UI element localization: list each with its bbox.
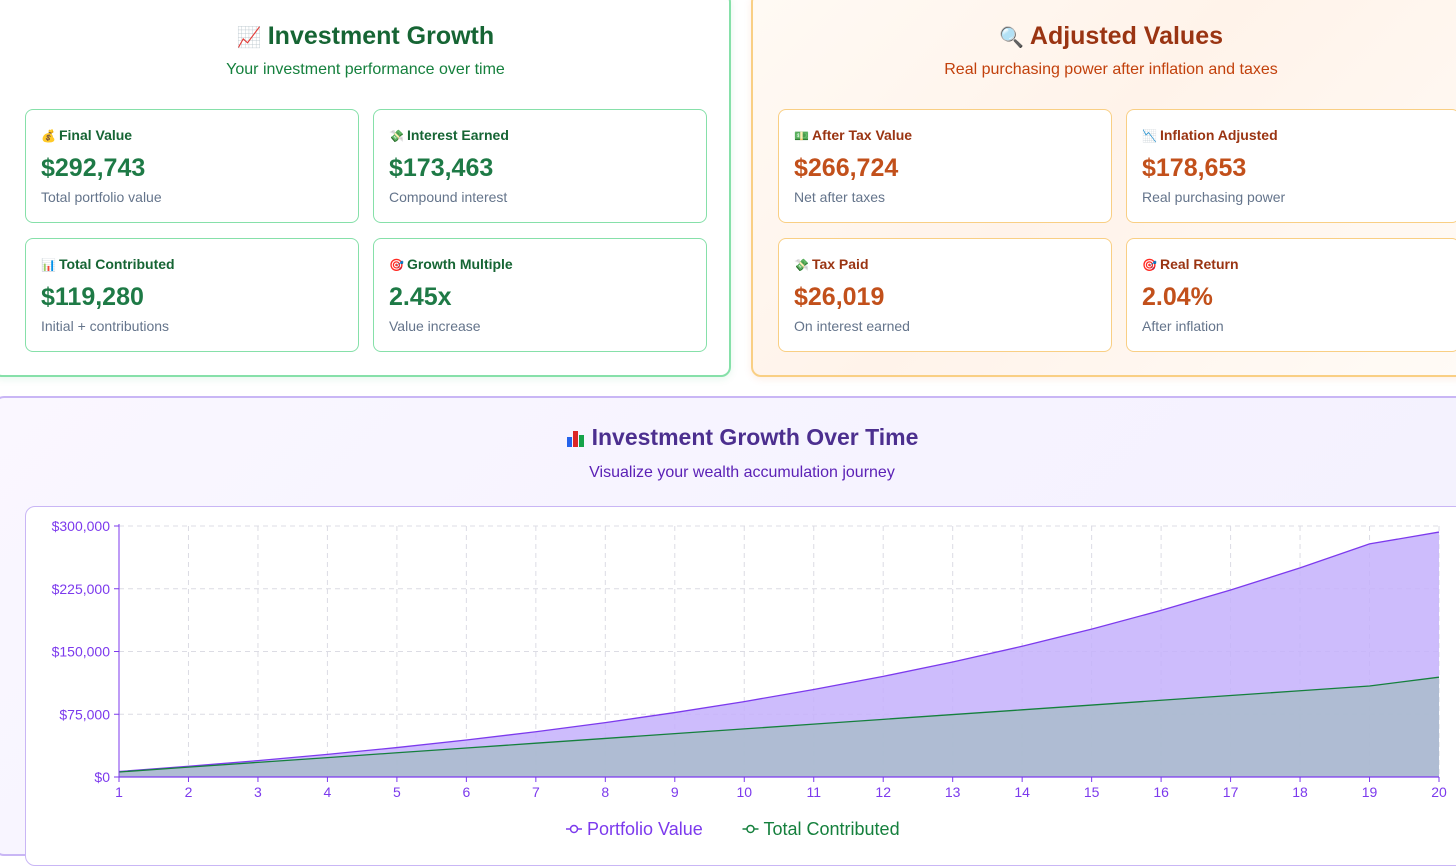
y-tick-label: $300,000 bbox=[52, 518, 111, 534]
target-icon: 🎯 bbox=[389, 258, 404, 272]
card-value: $26,019 bbox=[794, 283, 885, 311]
bar-chart-icon: 📊 bbox=[41, 258, 56, 272]
card-value: $292,743 bbox=[41, 154, 146, 182]
card-label: Final Value bbox=[58, 127, 133, 143]
x-tick-label: 2 bbox=[185, 784, 193, 800]
investment-growth-panel: 📈 Investment Growth Your investment perfo… bbox=[0, 0, 731, 377]
chart-container: $0 $75,000 $150,000 $225,000 $300,000 1 2 3 4 5 6 7… bbox=[25, 506, 1456, 866]
x-tick-label: 5 bbox=[393, 784, 401, 800]
investment-growth-title: 📈 Investment Growth bbox=[236, 22, 495, 50]
inflation-adjusted-card: 📉 Inflation Adjusted $178,653 Real purcha… bbox=[1126, 109, 1456, 223]
x-tick-label: 18 bbox=[1292, 784, 1308, 800]
card-value: $266,724 bbox=[794, 154, 899, 182]
card-desc: Initial + contributions bbox=[41, 318, 170, 334]
card-value: $119,280 bbox=[41, 283, 144, 311]
x-tick-label: 14 bbox=[1014, 784, 1030, 800]
x-tick-label: 16 bbox=[1153, 784, 1169, 800]
x-tick-label: 17 bbox=[1223, 784, 1239, 800]
growth-chart-panel: Investment Growth Over Time Visualize yo… bbox=[0, 396, 1456, 866]
card-label: Real Return bbox=[1159, 256, 1239, 272]
y-tick-label: $75,000 bbox=[59, 706, 110, 722]
card-label: Interest Earned bbox=[406, 127, 509, 143]
after-tax-value-card: 💵 After Tax Value $266,724 Net after taxe… bbox=[778, 109, 1112, 223]
x-tick-label: 15 bbox=[1084, 784, 1100, 800]
interest-earned-card: 💸 Interest Earned $173,463 Compound inter… bbox=[373, 109, 707, 223]
x-tick-label: 11 bbox=[806, 784, 821, 800]
y-tick-label: $225,000 bbox=[52, 581, 111, 597]
card-desc: After inflation bbox=[1142, 318, 1224, 334]
growth-multiple-card: 🎯 Growth Multiple 2.45x Value increase bbox=[373, 238, 707, 352]
x-tick-label: 10 bbox=[736, 784, 752, 800]
x-tick-label: 8 bbox=[601, 784, 609, 800]
target-icon: 🎯 bbox=[1142, 258, 1157, 272]
x-tick-label: 1 bbox=[115, 784, 123, 800]
portfolio-value-line bbox=[118, 531, 1440, 773]
legend-marker bbox=[569, 824, 579, 834]
money-bag-icon: 💰 bbox=[41, 129, 56, 143]
adjusted-values-title: 🔍 Adjusted Values bbox=[998, 22, 1224, 50]
adjusted-values-panel: 🔍 Adjusted Values Real purchasing power a… bbox=[751, 0, 1456, 377]
card-label: Total Contributed bbox=[58, 256, 175, 272]
card-desc: Real purchasing power bbox=[1142, 189, 1286, 205]
money-wings-icon: 💸 bbox=[389, 129, 404, 143]
card-desc: Net after taxes bbox=[794, 189, 886, 205]
dollar-banknote-icon: 💵 bbox=[794, 129, 809, 143]
bar-chart-icon bbox=[566, 429, 586, 447]
x-tick-label: 3 bbox=[254, 784, 262, 800]
x-tick-label: 7 bbox=[532, 784, 540, 800]
real-return-card: 🎯 Real Return 2.04% After inflation bbox=[1126, 238, 1456, 352]
y-tick-label: $0 bbox=[94, 769, 110, 785]
card-label: Inflation Adjusted bbox=[1159, 127, 1278, 143]
tax-paid-card: 💸 Tax Paid $26,019 On interest earned bbox=[778, 238, 1112, 352]
x-tick-label: 12 bbox=[875, 784, 891, 800]
legend-label: Portfolio Value bbox=[587, 819, 703, 839]
x-tick-label: 20 bbox=[1431, 784, 1447, 800]
card-value: $173,463 bbox=[389, 154, 494, 182]
chart-section-title: Investment Growth Over Time bbox=[0, 424, 1456, 451]
card-desc: Total portfolio value bbox=[41, 189, 162, 205]
adjusted-values-subtitle: Real purchasing power after inflation an… bbox=[944, 61, 1278, 78]
legend-label: Total Contributed bbox=[764, 819, 900, 839]
card-desc: Value increase bbox=[389, 318, 481, 334]
y-tick-label: $150,000 bbox=[52, 644, 111, 660]
card-label: Tax Paid bbox=[811, 256, 869, 272]
x-tick-label: 13 bbox=[945, 784, 961, 800]
x-tick-label: 9 bbox=[671, 784, 679, 800]
chart-section-subtitle: Visualize your wealth accumulation journ… bbox=[589, 464, 895, 481]
money-wings-icon: 💸 bbox=[794, 258, 809, 272]
total-contributed-card: 📊 Total Contributed $119,280 Initial + co… bbox=[25, 238, 359, 352]
investment-growth-subtitle: Your investment performance over time bbox=[226, 61, 505, 78]
chart-increasing-icon: 📈 bbox=[236, 27, 262, 49]
x-tick-label: 4 bbox=[324, 784, 332, 800]
card-desc: On interest earned bbox=[794, 318, 910, 334]
card-value: 2.04% bbox=[1142, 283, 1213, 311]
legend-marker bbox=[746, 824, 755, 834]
x-tick-label: 6 bbox=[462, 784, 470, 800]
magnifier-icon: 🔍 bbox=[998, 27, 1024, 49]
card-value: 2.45x bbox=[389, 283, 452, 311]
x-tick-label: 19 bbox=[1362, 784, 1378, 800]
card-label: After Tax Value bbox=[811, 127, 913, 143]
chart-decreasing-icon: 📉 bbox=[1142, 129, 1157, 143]
card-value: $178,653 bbox=[1142, 154, 1247, 182]
card-desc: Compound interest bbox=[389, 189, 508, 205]
final-value-card: 💰 Final Value $292,743 Total portfolio va… bbox=[25, 109, 359, 223]
total-contributed-line bbox=[118, 676, 1440, 773]
card-label: Growth Multiple bbox=[406, 256, 513, 272]
